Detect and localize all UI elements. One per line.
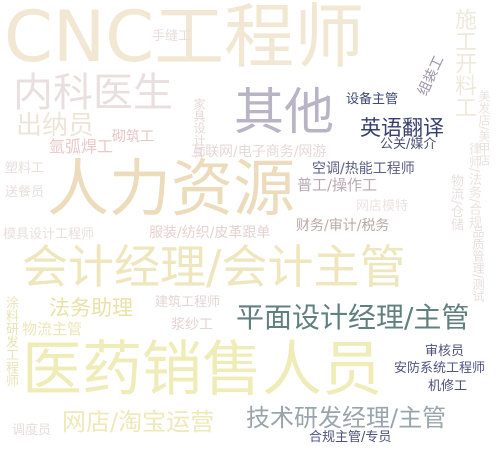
word-finance-audit-tax: 财务/审计/税务	[296, 218, 390, 234]
word-cnc-engineer: CNC工程师	[4, 0, 365, 78]
word-lawyer-legal-compliance: 律师/法务/合规	[466, 142, 481, 229]
word-sizing-worker: 浆纱工	[171, 317, 213, 333]
word-equipment-supervisor: 设备主管	[346, 92, 399, 107]
word-human-resources: 人力资源	[47, 152, 296, 225]
word-internal-medicine: 内科医生	[13, 70, 173, 116]
word-argon-welder: 氩弧焊工	[49, 137, 114, 156]
word-pr-media: 公关/媒介	[380, 137, 437, 152]
word-other: 其他	[234, 83, 334, 141]
word-english-translator: 英语翻译	[360, 116, 444, 140]
word-dispatcher: 调度员	[12, 423, 52, 438]
word-plastics-worker: 塑料工	[5, 161, 45, 176]
word-masonry: 砌筑工	[112, 129, 154, 145]
word-cashier: 出纳员	[16, 111, 95, 141]
word-graphic-design-manager: 平面设计经理/主管	[236, 301, 470, 334]
word-mold-designer: 模具设计工程师	[3, 227, 95, 242]
word-apparel-merchandiser: 服装/纺织/皮革跟单	[149, 225, 271, 241]
word-coatings-rnd-engineer: 涂料研发工程师	[3, 296, 18, 387]
word-salon-nails: 美发店/美甲店	[477, 90, 491, 167]
word-internet-ecommerce: 互联网/电子商务/网游	[191, 144, 327, 160]
word-general-worker: 普工/操作工	[297, 176, 378, 194]
word-furniture-designer: 家具设计师	[192, 98, 206, 158]
word-mechanic: 机修工	[428, 379, 468, 394]
word-pharma-sales: 医药销售人员	[22, 335, 382, 405]
word-food-delivery: 送餐员	[5, 185, 45, 200]
word-online-store-operations: 网店/淘宝运营	[62, 408, 215, 436]
word-hand-sewing: 手缝工	[152, 29, 192, 44]
word-hvac-engineer: 空调/热能工程师	[312, 161, 415, 177]
word-security-engineer: 安防系统工程师	[394, 361, 486, 376]
word-logistics-supervisor: 物流主管	[22, 320, 83, 338]
word-legal-assistant: 法务助理	[49, 296, 133, 320]
word-assembly: 组装工	[415, 53, 448, 99]
word-online-model: 网店模特	[356, 199, 409, 214]
word-civil-engineer: 建筑工程师	[155, 295, 221, 310]
word-auditor: 审核员	[425, 344, 465, 359]
word-construction: 施工开料工	[451, 8, 476, 118]
word-compliance-supervisor: 合规主管/专员	[309, 430, 392, 445]
word-quality-testing: 品质管理/测试	[471, 226, 485, 303]
word-logistics-warehousing: 物流/仓储	[448, 174, 463, 231]
word-accounting-manager: 会计经理/会计主管	[22, 240, 406, 294]
word-rnd-manager: 技术研发经理/主管	[246, 404, 447, 432]
